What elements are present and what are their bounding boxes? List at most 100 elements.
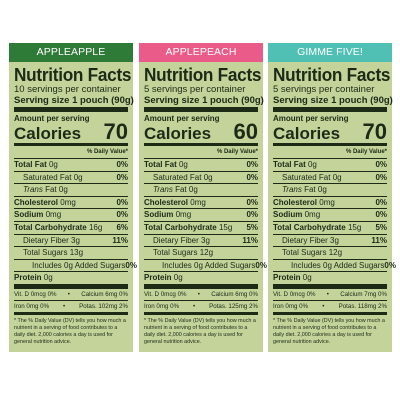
flavor-tab: GIMME FIVE! — [268, 43, 392, 62]
total-sugars-label: Total Sugars 12g — [282, 248, 343, 258]
total-fat-label: Total Fat — [14, 160, 47, 169]
total-fat-amount: 0g — [307, 160, 317, 169]
saturated-fat-dv: 0% — [116, 172, 128, 182]
total-carbohydrate-row: Total Carbohydrate 15g 5% — [144, 222, 258, 235]
dietary-fiber-label: Dietary Fiber 3g — [282, 235, 339, 245]
nutrition-facts-title: Nutrition Facts — [14, 64, 132, 85]
sodium-amount: 0mg — [304, 210, 321, 220]
total-sugars-row: Total Sugars 12g — [273, 247, 387, 260]
nutrition-panel-appleapple: APPLEAPPLE Nutrition Facts 10 servings p… — [9, 43, 137, 352]
vitamin-row-2: Iron 0mg 0% • Potas. 125mg 2% — [144, 301, 258, 315]
total-sugars-row: Total Sugars 12g — [144, 247, 258, 260]
iron-value: Iron 0mg 0% — [14, 302, 50, 310]
saturated-fat-row: Saturated Fat 0g 0% — [144, 172, 258, 185]
total-fat-dv: 0% — [375, 160, 387, 169]
added-sugars-dv: 0% — [255, 260, 267, 270]
protein-amount: 0g — [302, 273, 312, 283]
amount-per-serving: Amount per serving — [14, 114, 90, 123]
cholesterol-label: Cholesterol — [273, 197, 318, 207]
trans-fat-italic: Trans — [282, 185, 302, 195]
potassium-value: Potas. 102mg 2% — [79, 302, 128, 310]
added-sugars-label: Includes 0g Added Sugars — [162, 260, 256, 270]
total-fat-row: Total Fat 0g 0% — [144, 159, 258, 172]
daily-value-header: % Daily Value* — [144, 146, 258, 159]
label-body: Nutrition Facts 5 servings per container… — [139, 62, 267, 346]
total-carb-amount: 15g — [218, 222, 233, 232]
cholesterol-amount: 0mg — [319, 197, 335, 207]
sodium-amount: 0mg — [45, 210, 62, 220]
trans-fat-row: Trans Fat 0g — [14, 184, 128, 197]
total-fat-dv: 0% — [246, 160, 258, 169]
saturated-fat-label: Saturated Fat 0g — [23, 172, 83, 182]
saturated-fat-dv: 0% — [246, 172, 258, 182]
cholesterol-label: Cholesterol — [144, 197, 189, 207]
servings-per-container: 10 servings per container — [14, 84, 121, 95]
trans-fat-italic: Trans — [153, 185, 173, 195]
daily-value-header: % Daily Value* — [14, 146, 128, 159]
total-sugars-label: Total Sugars 12g — [153, 248, 214, 258]
protein-row: Protein 0g — [144, 272, 258, 289]
total-carbohydrate-row: Total Carbohydrate 16g 6% — [14, 222, 128, 235]
added-sugars-row: Includes 0g Added Sugars 0% — [144, 260, 267, 273]
vitamin-d-value: Vit. D 0mcg 0% — [273, 290, 316, 298]
protein-row: Protein 0g — [273, 272, 387, 289]
calories-label: Calories — [14, 124, 82, 143]
total-fat-row: Total Fat 0g 0% — [14, 159, 128, 172]
calories-row: Calories 70 — [14, 121, 128, 146]
daily-value-footnote: * The % Daily Value (DV) tells you how m… — [144, 317, 256, 345]
total-sugars-row: Total Sugars 13g — [14, 247, 128, 260]
vitamin-row-1: Vit. D 0mcg 0% • Calcium 7mg 0% — [273, 289, 387, 301]
added-sugars-dv: 0% — [384, 260, 396, 270]
potassium-value: Potas. 118mg 2% — [338, 302, 387, 310]
total-carb-amount: 16g — [88, 222, 103, 232]
amount-per-serving: Amount per serving — [144, 114, 220, 123]
dietary-fiber-row: Dietary Fiber 3g 11% — [273, 235, 387, 248]
trans-fat-row: Trans Fat 0g — [144, 184, 258, 197]
serving-size: Serving size 1 pouch (90g) — [14, 95, 134, 112]
flavor-tab: APPLEPEACH — [139, 43, 263, 62]
calcium-value: Calcium 7mg 0% — [340, 290, 387, 298]
vitamin-row-1: Vit. D 0mcg 0% • Calcium 6mg 0% — [144, 289, 258, 301]
protein-row: Protein 0g — [14, 272, 128, 289]
nutrition-facts-title: Nutrition Facts — [144, 64, 262, 85]
sodium-label: Sodium — [144, 210, 174, 220]
dietary-fiber-label: Dietary Fiber 3g — [23, 235, 80, 245]
added-sugars-label: Includes 0g Added Sugars — [291, 260, 385, 270]
cholesterol-label: Cholesterol — [14, 197, 59, 207]
added-sugars-dv: 0% — [125, 260, 137, 270]
trans-fat-label: Fat 0g — [301, 185, 327, 195]
vitamin-d-value: Vit. D 0mcg 0% — [144, 290, 187, 298]
iron-value: Iron 0mg 0% — [144, 302, 180, 310]
serving-size: Serving size 1 pouch (90g) — [144, 95, 264, 112]
trans-fat-row: Trans Fat 0g — [273, 184, 387, 197]
nutrition-panel-gimme-five: GIMME FIVE! Nutrition Facts 5 servings p… — [268, 43, 396, 352]
trans-fat-italic: Trans — [23, 185, 43, 195]
daily-value-header: % Daily Value* — [273, 146, 387, 159]
vitamin-row-2: Iron 0mg 0% • Potas. 118mg 2% — [273, 301, 387, 315]
total-carb-dv: 6% — [116, 222, 128, 232]
dietary-fiber-dv: 11% — [242, 235, 258, 245]
calories-row: Calories 70 — [273, 121, 387, 146]
total-carbohydrate-row: Total Carbohydrate 15g 5% — [273, 222, 387, 235]
total-carb-dv: 5% — [375, 222, 387, 232]
dietary-fiber-row: Dietary Fiber 3g 11% — [14, 235, 128, 248]
protein-label: Protein — [273, 273, 301, 283]
saturated-fat-dv: 0% — [375, 172, 387, 182]
dietary-fiber-dv: 11% — [112, 235, 128, 245]
bullet-separator: • — [326, 290, 329, 298]
sodium-row: Sodium 0mg 0% — [14, 209, 128, 222]
serving-size: Serving size 1 pouch (90g) — [273, 95, 393, 112]
trans-fat-label: Fat 0g — [42, 185, 68, 195]
added-sugars-label: Includes 0g Added Sugars — [32, 260, 126, 270]
dietary-fiber-row: Dietary Fiber 3g 11% — [144, 235, 258, 248]
sodium-dv: 0% — [246, 210, 258, 220]
sodium-dv: 0% — [375, 210, 387, 220]
calories-value: 70 — [103, 119, 128, 144]
vitamin-row-2: Iron 0mg 0% • Potas. 102mg 2% — [14, 301, 128, 315]
cholesterol-dv: 0% — [116, 197, 128, 207]
servings-per-container: 5 servings per container — [144, 84, 246, 95]
trans-fat-label: Fat 0g — [172, 185, 198, 195]
cholesterol-row: Cholesterol 0mg 0% — [273, 197, 387, 210]
total-fat-amount: 0g — [178, 160, 188, 169]
